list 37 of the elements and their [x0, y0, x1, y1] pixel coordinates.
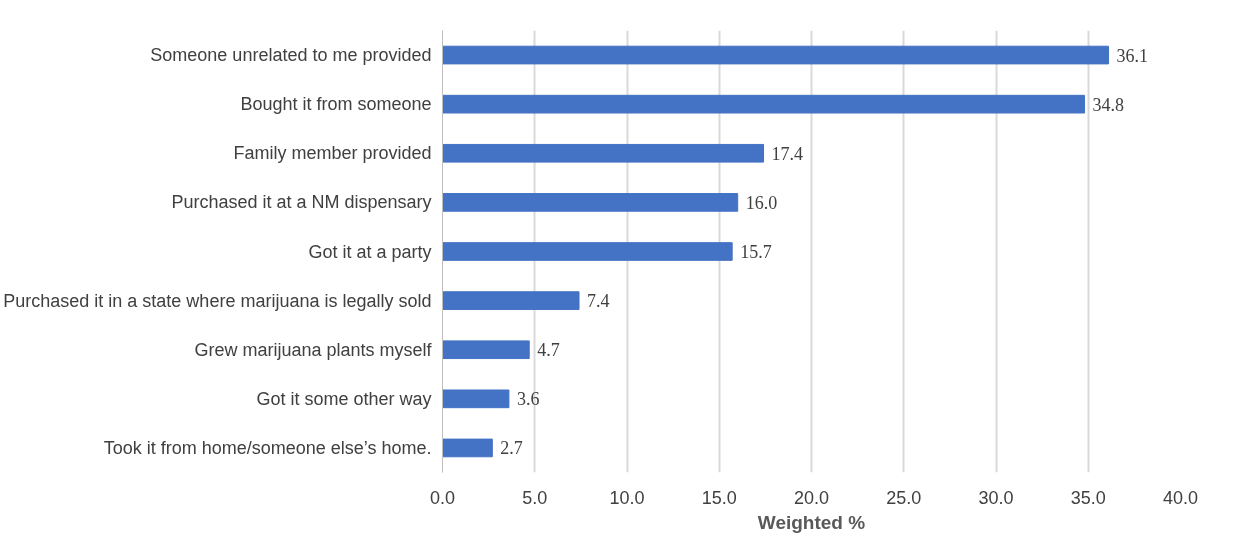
- bar: [442, 94, 1086, 114]
- x-tick-label: 5.0: [522, 487, 548, 508]
- bar: [442, 45, 1110, 65]
- bar: [442, 438, 493, 458]
- data-label: 36.1: [1116, 45, 1149, 66]
- x-tick-label: 20.0: [793, 487, 830, 508]
- y-tick-label: Family member provided: [233, 143, 432, 164]
- data-label: 17.4: [771, 143, 804, 164]
- x-tick-label: 25.0: [886, 487, 922, 508]
- x-tick-label: 15.0: [701, 487, 737, 508]
- y-tick-label: Took it from home/someone else’s home.: [103, 437, 432, 458]
- data-label: 3.6: [516, 389, 540, 410]
- x-tick-label: 0.0: [429, 487, 456, 508]
- bar: [442, 242, 733, 261]
- y-tick-label: Purchased it in a state where marijuana is legally sold: [3, 290, 432, 311]
- x-tick-label: 10.0: [609, 487, 645, 508]
- y-tick-label: Purchased it at a NM dispensary: [171, 192, 432, 213]
- y-tick-label: Grew marijuana plants myself: [194, 339, 433, 360]
- data-label: 16.0: [745, 192, 778, 213]
- data-label: 7.4: [587, 291, 610, 312]
- y-tick-label: Someone unrelated to me provided: [150, 45, 432, 66]
- x-axis-title: Weighted %: [757, 511, 866, 533]
- x-tick-label: 30.0: [978, 487, 1014, 508]
- y-tick-label: Bought it from someone: [240, 94, 432, 115]
- bar: [442, 143, 765, 163]
- x-tick-label: 35.0: [1070, 487, 1106, 508]
- data-label: 2.7: [500, 438, 523, 459]
- y-tick-label: Got it some other way: [256, 388, 432, 409]
- data-label: 4.7: [537, 340, 560, 361]
- bar: [442, 389, 510, 409]
- data-label: 34.8: [1092, 94, 1125, 115]
- bar: [442, 291, 580, 310]
- bar: [442, 193, 739, 212]
- y-tick-label: Got it at a party: [308, 241, 432, 262]
- bar: [442, 340, 530, 360]
- data-label: 15.7: [740, 242, 772, 262]
- x-tick-label: 40.0: [1162, 487, 1199, 508]
